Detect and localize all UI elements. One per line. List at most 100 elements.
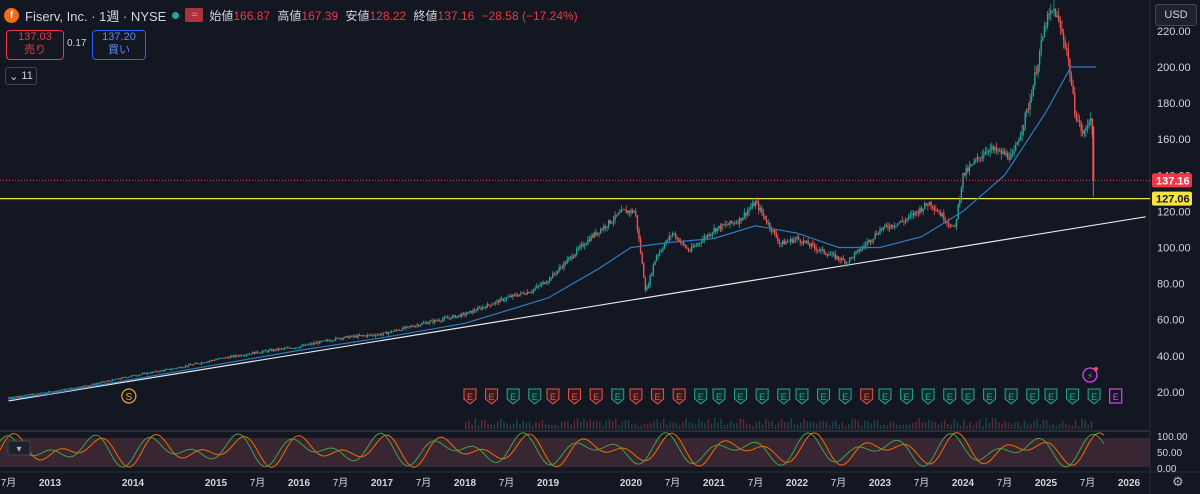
candle-body bbox=[105, 381, 107, 383]
volume-bar bbox=[825, 421, 828, 429]
candle-body bbox=[456, 315, 458, 318]
candle-body bbox=[848, 257, 851, 263]
candle-body bbox=[140, 374, 142, 376]
candle-body bbox=[561, 267, 564, 269]
sell-button[interactable]: 137.03 売り bbox=[6, 30, 64, 60]
candle-body bbox=[119, 378, 121, 380]
candle-body bbox=[87, 385, 90, 387]
candle-body bbox=[44, 392, 46, 394]
earnings-marker-green-label: E bbox=[1030, 392, 1036, 402]
wave-icon[interactable]: ≈ bbox=[185, 8, 204, 22]
candle-body bbox=[585, 243, 588, 246]
candle-body bbox=[1062, 32, 1065, 41]
candle-body bbox=[569, 256, 572, 258]
candle-body bbox=[1008, 158, 1010, 160]
volume-bar bbox=[694, 424, 697, 429]
candle-body bbox=[864, 244, 867, 246]
candle-body bbox=[376, 334, 378, 336]
candle-body bbox=[512, 294, 514, 298]
candle-body bbox=[564, 262, 567, 264]
candle-body bbox=[23, 395, 26, 396]
time-tick-label: 7月 bbox=[333, 477, 349, 489]
candle-body bbox=[504, 299, 506, 301]
candle-body bbox=[1083, 130, 1086, 134]
indicators-toggle[interactable]: ⌄ 11 bbox=[5, 67, 37, 85]
candle-body bbox=[655, 256, 658, 261]
candle-body bbox=[1064, 40, 1066, 48]
volume-bar bbox=[1030, 423, 1032, 429]
volume-bar bbox=[535, 421, 537, 429]
volume-bar bbox=[1046, 420, 1048, 429]
candle-body bbox=[172, 368, 174, 370]
candle-body bbox=[224, 357, 227, 359]
candle-body bbox=[413, 326, 415, 328]
candle-body bbox=[933, 207, 935, 211]
candle-body bbox=[255, 351, 257, 354]
volume-bar bbox=[1001, 424, 1003, 429]
candle-body bbox=[30, 394, 32, 396]
candle-body bbox=[593, 232, 595, 238]
candle-body bbox=[856, 249, 859, 252]
candle-body bbox=[981, 156, 983, 159]
volume-bar bbox=[870, 423, 872, 429]
candle-body bbox=[304, 344, 307, 346]
symbol-title[interactable]: Fiserv, Inc. · 1週 · NYSE bbox=[25, 8, 167, 24]
candle-body bbox=[275, 348, 278, 351]
candle-body bbox=[220, 358, 222, 359]
time-tick-label: 2025 bbox=[1035, 478, 1058, 489]
candle-body bbox=[526, 291, 528, 295]
candle-body bbox=[660, 250, 663, 252]
volume-bar bbox=[576, 418, 579, 429]
candle-body bbox=[507, 296, 509, 298]
price-tick-label: 160.00 bbox=[1157, 134, 1191, 146]
candle-body bbox=[457, 315, 460, 316]
volume-bar bbox=[615, 418, 617, 429]
volume-bar bbox=[985, 418, 987, 429]
candle-body bbox=[159, 370, 161, 372]
volume-bar bbox=[781, 419, 783, 429]
candle-body bbox=[1026, 108, 1028, 113]
earnings-marker-green bbox=[734, 388, 748, 405]
candle-body bbox=[491, 304, 493, 306]
volume-bar bbox=[707, 419, 710, 429]
candle-body bbox=[879, 228, 881, 234]
volume-bar bbox=[761, 424, 764, 429]
candle-body bbox=[558, 267, 560, 271]
candle-body bbox=[236, 355, 238, 357]
candle-body bbox=[833, 253, 835, 255]
candle-body bbox=[74, 387, 77, 389]
time-tick-label: 7月 bbox=[250, 477, 266, 489]
candle-body bbox=[419, 324, 422, 326]
candle-body bbox=[788, 241, 790, 243]
candle-body bbox=[240, 355, 243, 356]
currency-select[interactable]: USD bbox=[1155, 4, 1197, 26]
candle-body bbox=[646, 287, 648, 291]
candle-body bbox=[1018, 140, 1020, 143]
buy-button[interactable]: 137.20 買い bbox=[92, 30, 146, 60]
candle-body bbox=[823, 249, 825, 254]
candle-body bbox=[295, 347, 297, 349]
volume-bar bbox=[745, 423, 748, 429]
candle-body bbox=[98, 383, 101, 384]
volume-bar bbox=[927, 419, 930, 429]
volume-bar bbox=[602, 425, 604, 429]
gear-icon[interactable]: ⚙ bbox=[1172, 474, 1184, 489]
candle-body bbox=[263, 350, 265, 352]
volume-bar bbox=[701, 421, 703, 429]
earnings-marker-red-label: E bbox=[633, 392, 639, 402]
candle-body bbox=[568, 257, 570, 260]
candle-body bbox=[775, 232, 777, 238]
candle-body bbox=[39, 392, 42, 394]
candle-body bbox=[986, 151, 988, 153]
candle-body bbox=[781, 240, 784, 244]
candle-body bbox=[674, 234, 677, 239]
candle-body bbox=[84, 385, 86, 387]
candle-body bbox=[742, 217, 744, 221]
candle-body bbox=[226, 357, 228, 359]
volume-bar bbox=[1055, 425, 1058, 429]
close-value: 137.16 bbox=[437, 8, 475, 23]
earnings-marker-red-label: E bbox=[593, 392, 599, 402]
candle-body bbox=[604, 225, 607, 228]
candle-body bbox=[470, 310, 473, 314]
